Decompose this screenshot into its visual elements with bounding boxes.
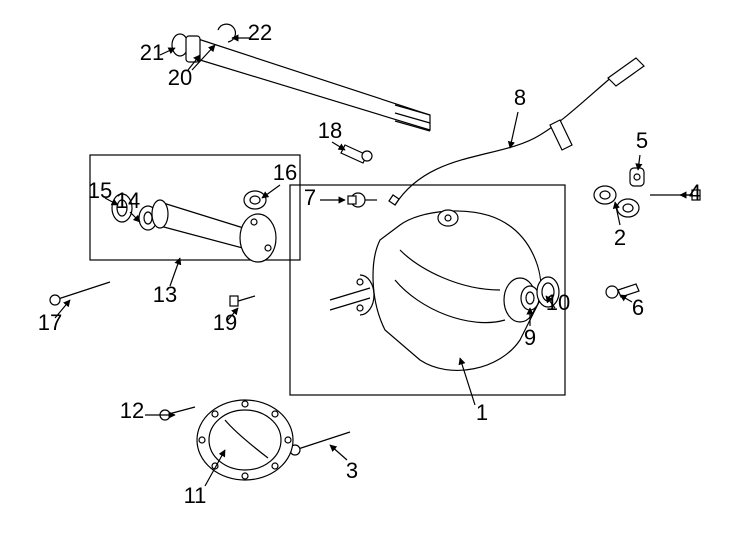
callout-label-20: 20 xyxy=(168,65,192,90)
intermediate-shaft-assembly xyxy=(172,24,430,131)
tube-mount-bushing xyxy=(244,191,266,209)
leader-16 xyxy=(262,185,280,198)
mount-bushing-pair xyxy=(594,186,639,217)
callout-labels: 12345678910111213141516171819202122 xyxy=(38,20,701,508)
callout-label-10: 10 xyxy=(546,290,570,315)
callout-label-8: 8 xyxy=(514,85,526,110)
callout-label-14: 14 xyxy=(116,188,140,213)
callout-label-22: 22 xyxy=(248,20,272,45)
callout-label-15: 15 xyxy=(88,178,112,203)
leader-3 xyxy=(330,445,347,460)
callout-label-9: 9 xyxy=(524,325,536,350)
vent-hose-wire-harness xyxy=(389,58,644,205)
differential-cover xyxy=(197,400,293,480)
tube-mount-bolt xyxy=(50,282,110,305)
callout-label-7: 7 xyxy=(304,185,316,210)
callout-label-12: 12 xyxy=(120,398,144,423)
callout-label-13: 13 xyxy=(153,282,177,307)
callout-label-1: 1 xyxy=(476,400,488,425)
callout-label-5: 5 xyxy=(636,128,648,153)
leader-18 xyxy=(332,142,345,150)
parts-diagram: 12345678910111213141516171819202122 xyxy=(0,0,734,540)
callout-label-3: 3 xyxy=(346,458,358,483)
shaft-snap-ring xyxy=(218,24,235,42)
leader-8 xyxy=(510,112,518,148)
pinion-bearing xyxy=(521,286,539,310)
bushing-retainer xyxy=(630,168,644,186)
leader-6 xyxy=(620,295,632,302)
callout-label-17: 17 xyxy=(38,310,62,335)
vent-fitting xyxy=(348,193,377,207)
callout-label-11: 11 xyxy=(184,483,207,508)
callout-label-16: 16 xyxy=(273,160,297,185)
sensor-bolt xyxy=(341,145,372,163)
callout-label-2: 2 xyxy=(614,225,626,250)
callout-label-18: 18 xyxy=(318,118,342,143)
callout-label-19: 19 xyxy=(213,310,237,335)
callout-label-6: 6 xyxy=(632,295,644,320)
drain-fill-plug-bolt xyxy=(230,296,255,306)
callout-label-4: 4 xyxy=(689,180,701,205)
differential-carrier-housing xyxy=(330,210,541,370)
housing-bolt xyxy=(290,432,350,455)
cover-bolt xyxy=(160,407,195,420)
callout-label-21: 21 xyxy=(140,40,164,65)
